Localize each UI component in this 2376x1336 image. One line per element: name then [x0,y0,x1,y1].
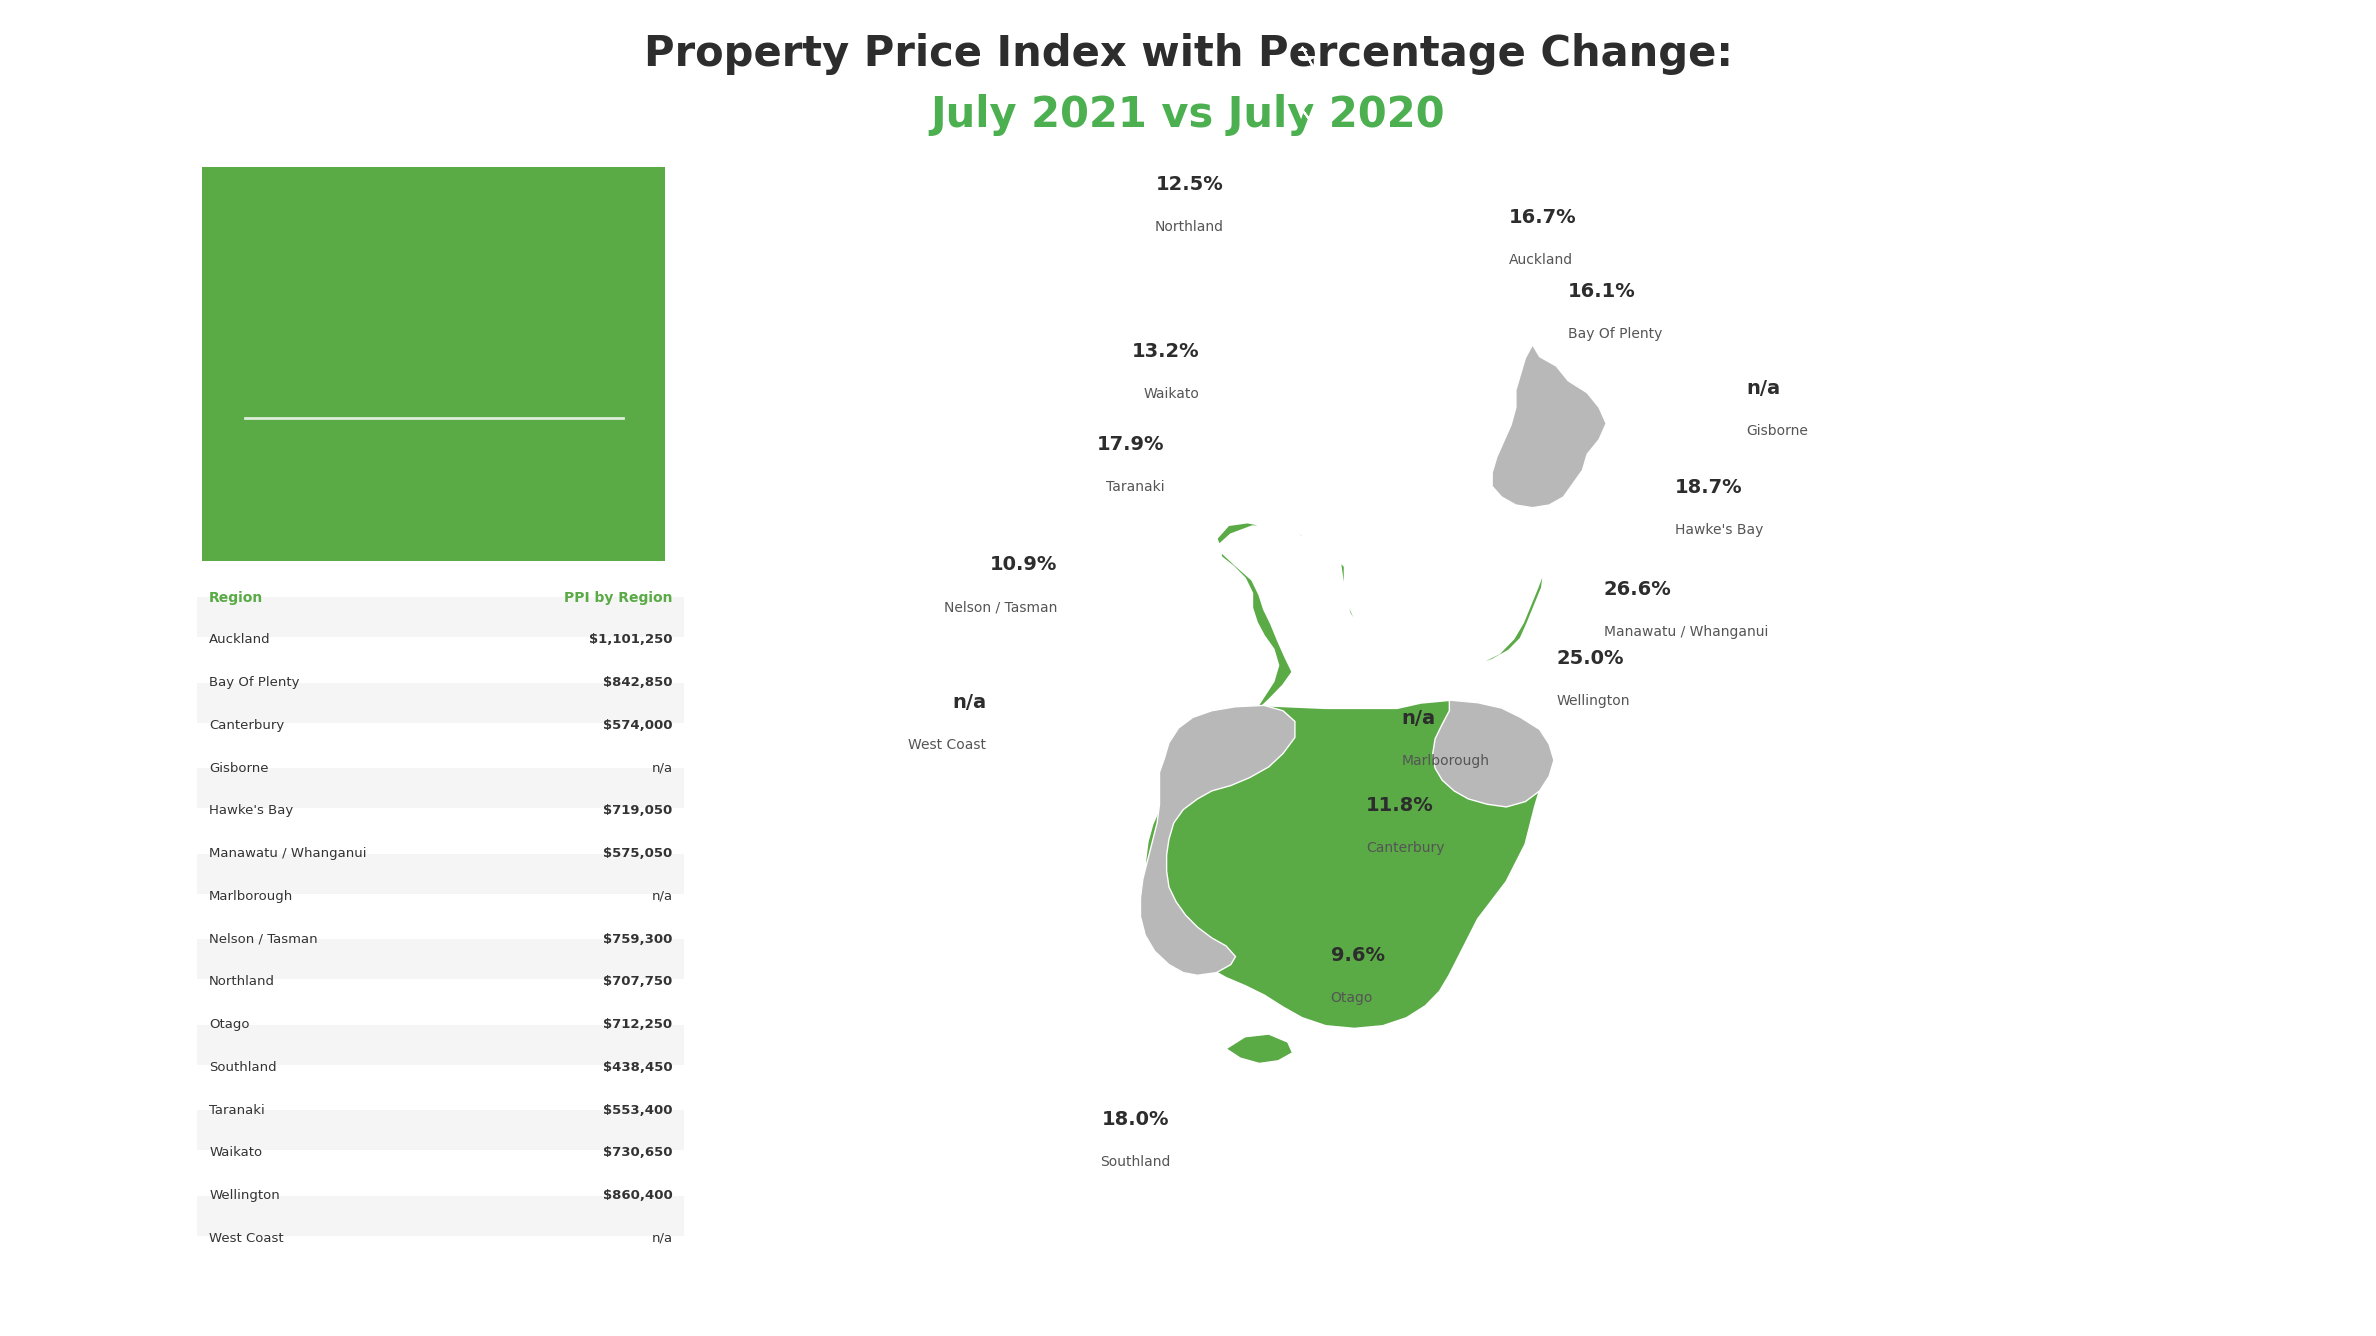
Text: $574,000: $574,000 [604,719,672,732]
Polygon shape [1226,1034,1293,1063]
Text: Otago: Otago [1331,991,1373,1005]
Text: July 2021 vs July 2020: July 2021 vs July 2020 [931,94,1445,135]
Polygon shape [1145,700,1554,1029]
Text: 26.6%: 26.6% [1604,580,1673,599]
Text: Bay Of Plenty: Bay Of Plenty [1568,327,1663,341]
Text: Nelson / Tasman: Nelson / Tasman [209,933,318,946]
Text: Manawatu / Whanganui: Manawatu / Whanganui [1604,625,1768,639]
Text: Bay Of Plenty: Bay Of Plenty [209,676,299,689]
Text: Hawke's Bay: Hawke's Bay [209,804,292,818]
Text: Canterbury: Canterbury [1366,842,1445,855]
Text: n/a: n/a [1402,709,1435,728]
Text: $719,050: $719,050 [604,804,672,818]
Text: Hawke's Bay: Hawke's Bay [1675,524,1763,537]
Text: Auckland: Auckland [209,633,271,647]
FancyBboxPatch shape [197,939,684,979]
Text: $553,400: $553,400 [604,1104,672,1117]
Text: n/a: n/a [1746,379,1780,398]
Text: in New Zealand: in New Zealand [349,234,518,253]
Text: excl. Auckland: excl. Auckland [361,437,506,454]
Text: 17.9%: 17.9% [1098,436,1164,454]
Text: Nelson / Tasman: Nelson / Tasman [943,601,1057,615]
Text: Wellington: Wellington [209,1189,280,1202]
Text: Waikato: Waikato [209,1146,261,1160]
Text: Northland: Northland [1155,220,1224,234]
Text: Otago: Otago [209,1018,249,1031]
Text: $730,650: $730,650 [604,1146,672,1160]
Text: 13.2%: 13.2% [1133,342,1200,361]
FancyBboxPatch shape [202,167,665,561]
Text: 18.7%: 18.7% [1675,478,1742,497]
Text: Marlborough: Marlborough [1402,755,1490,768]
Polygon shape [1217,47,1606,770]
Text: 9.6%: 9.6% [1331,946,1385,965]
Text: $860,400: $860,400 [604,1189,672,1202]
FancyBboxPatch shape [197,1025,684,1065]
Text: West Coast: West Coast [209,1232,283,1245]
Text: 18.0%: 18.0% [1102,1110,1169,1129]
Text: Canterbury: Canterbury [209,719,285,732]
Text: Wellington: Wellington [1556,695,1630,708]
Text: Taranaki: Taranaki [209,1104,264,1117]
Text: 25.0%: 25.0% [1556,649,1623,668]
Text: $575,050: $575,050 [604,847,672,860]
Text: Region: Region [209,591,264,604]
Polygon shape [1492,345,1606,508]
Text: 16.5%: 16.5% [352,498,516,544]
FancyBboxPatch shape [197,854,684,894]
Text: n/a: n/a [953,693,986,712]
FancyBboxPatch shape [197,768,684,808]
Text: Waikato: Waikato [1143,387,1200,401]
Text: 16.1%: 16.1% [1568,282,1637,301]
Text: PPI by Region: PPI by Region [563,591,672,604]
Polygon shape [1433,700,1554,807]
Text: Taranaki: Taranaki [1105,481,1164,494]
Text: 12.5%: 12.5% [1155,175,1224,194]
Text: (percentage change): (percentage change) [354,277,513,291]
Text: $707,750: $707,750 [604,975,672,989]
Text: 10.9%: 10.9% [991,556,1057,574]
FancyBboxPatch shape [197,683,684,723]
Text: n/a: n/a [651,1232,672,1245]
Text: 11.8%: 11.8% [1366,796,1435,815]
Text: $438,450: $438,450 [604,1061,672,1074]
Text: Property Price Index with Percentage Change:: Property Price Index with Percentage Cha… [644,33,1732,75]
Text: Manawatu / Whanganui: Manawatu / Whanganui [209,847,366,860]
Text: Marlborough: Marlborough [209,890,292,903]
Polygon shape [1140,705,1295,975]
Text: Northland: Northland [209,975,276,989]
FancyBboxPatch shape [197,1196,684,1236]
Text: n/a: n/a [651,762,672,775]
Text: $1,101,250: $1,101,250 [589,633,672,647]
FancyBboxPatch shape [197,1110,684,1150]
Text: Southland: Southland [209,1061,276,1074]
Text: West Coast: West Coast [908,739,986,752]
Text: Gisborne: Gisborne [1746,425,1808,438]
Text: Property prices: Property prices [349,191,518,210]
Text: Southland: Southland [1100,1156,1171,1169]
Text: $842,850: $842,850 [604,676,672,689]
Text: $712,250: $712,250 [604,1018,672,1031]
Text: n/a: n/a [651,890,672,903]
Text: $759,300: $759,300 [604,933,672,946]
Text: 19.0%: 19.0% [352,338,516,383]
FancyBboxPatch shape [197,597,684,637]
Text: 16.7%: 16.7% [1509,208,1575,227]
Text: Gisborne: Gisborne [209,762,268,775]
Text: Auckland: Auckland [1509,254,1573,267]
